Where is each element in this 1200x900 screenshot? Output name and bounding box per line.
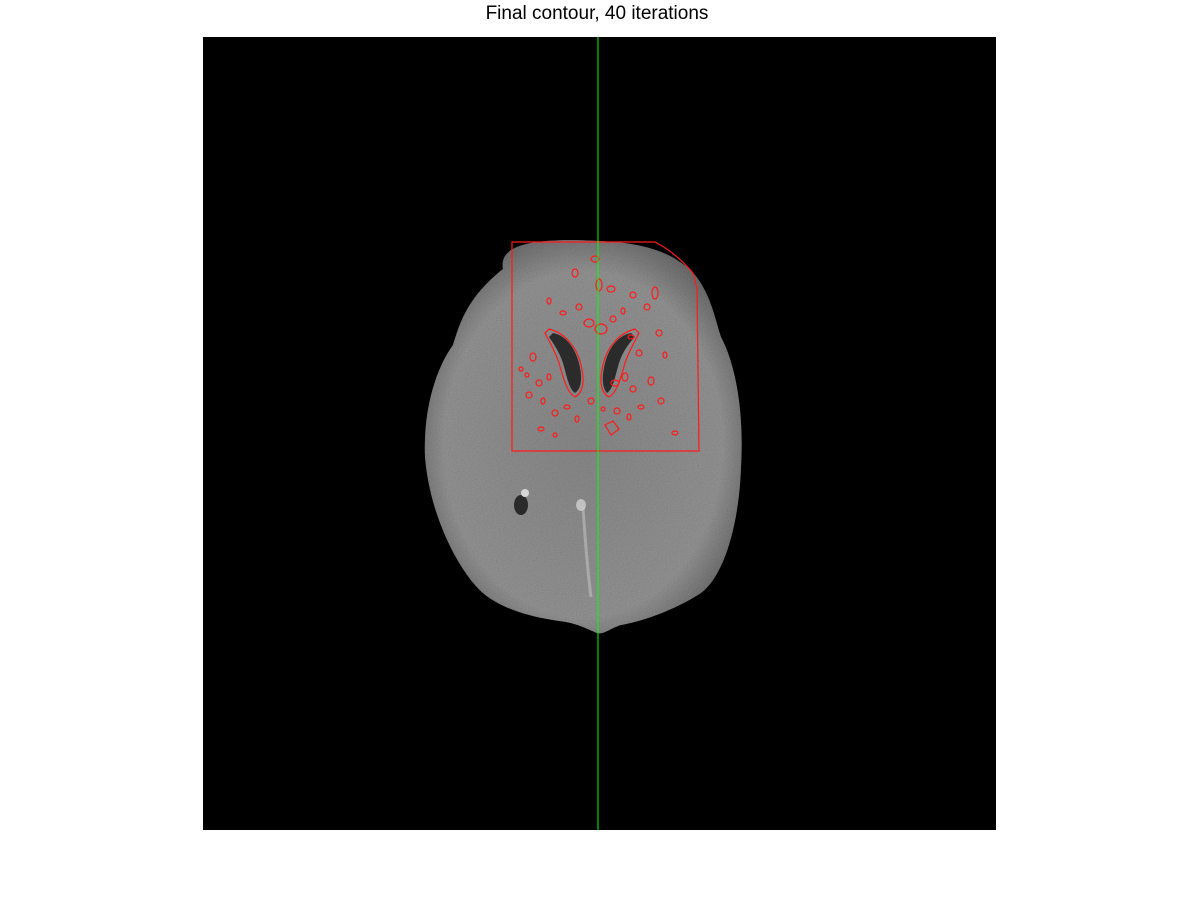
calcification	[576, 499, 586, 511]
falx	[581, 506, 593, 598]
segmentation-contour	[511, 241, 700, 452]
dark-lesion	[514, 495, 528, 515]
contour-ventricle-left	[544, 328, 584, 398]
brain-slice	[424, 240, 742, 634]
ventricles-right	[602, 333, 635, 393]
contour-region-box	[511, 241, 700, 452]
brain-outline	[424, 240, 742, 634]
figure-title: Final contour, 40 iterations	[485, 3, 709, 24]
ct-image-canvas	[424, 37, 742, 830]
image-axes	[203, 37, 996, 830]
contour-ventricle-right	[600, 328, 640, 398]
ventricles	[549, 333, 582, 393]
contour-fragments	[518, 255, 679, 438]
bright-spot	[521, 489, 529, 497]
